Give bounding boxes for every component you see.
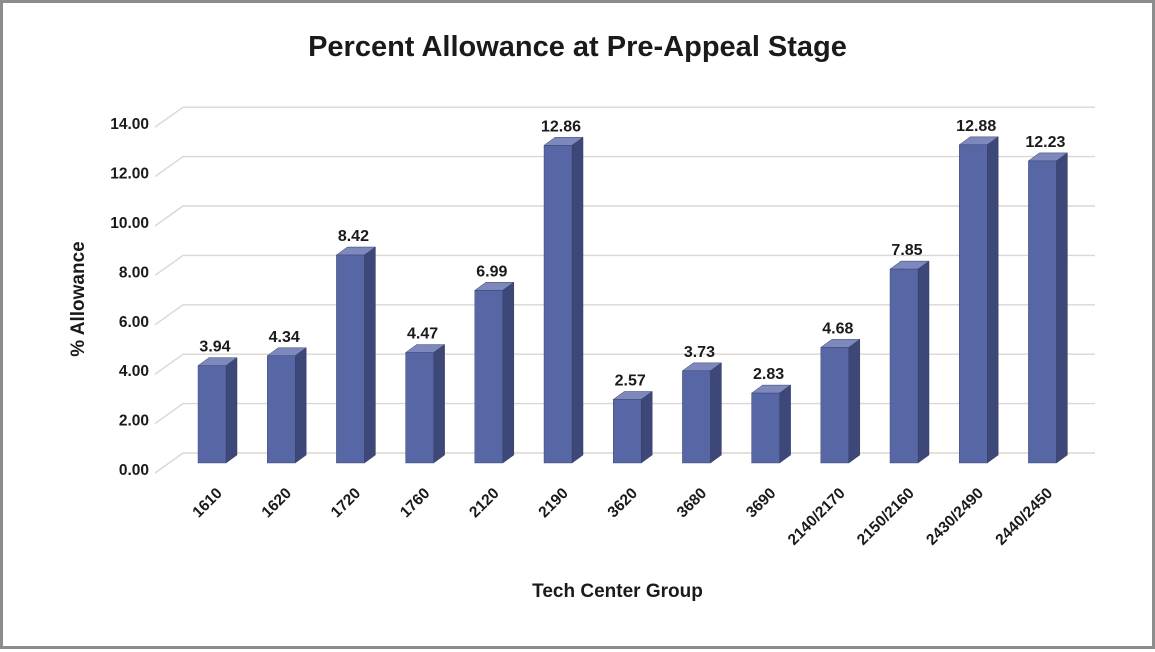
x-tick-label: 3690: [743, 485, 779, 521]
bar-front-face: [613, 399, 642, 464]
bar-side-face: [364, 246, 376, 464]
bar-side-face: [848, 338, 861, 464]
x-axis-title: Tech Center Group: [532, 581, 703, 602]
gridline: [154, 106, 1095, 128]
gridline: [154, 452, 1095, 474]
plot-area: 0.00 2.00 4.00 6.00 8.00 10.00 12.00 14.00 3.94 1…: [110, 106, 1095, 549]
x-tick-label: 2120: [466, 485, 502, 521]
bar-front-face: [197, 365, 227, 464]
bar-value-label: 12.86: [541, 118, 581, 135]
bar-value-label: 7.85: [891, 242, 922, 259]
bar-value-label: 12.88: [956, 118, 996, 135]
y-tick-label: 10.00: [110, 215, 149, 232]
bar-group: [750, 384, 792, 464]
x-tick-label: 2190: [535, 485, 571, 521]
y-tick-label: 8.00: [119, 264, 149, 281]
bar-front-face: [543, 145, 573, 464]
bar-value-label: 2.83: [753, 366, 784, 383]
bar-value-label: 8.42: [338, 228, 369, 245]
bar-side-face: [640, 391, 653, 464]
y-tick-label: 14.00: [110, 116, 149, 133]
bar-side-face: [917, 260, 930, 464]
bar-group: [266, 347, 307, 464]
bar-front-face: [405, 352, 434, 464]
bar-group: [958, 136, 999, 464]
bar-group: [543, 136, 584, 464]
y-tick-label: 12.00: [110, 166, 149, 183]
gridline: [154, 254, 1095, 276]
x-tick-label: 1720: [328, 485, 364, 521]
x-tick-label: 2150/2160: [854, 485, 918, 549]
bar-front-face: [474, 290, 503, 464]
y-tick-label: 4.00: [119, 363, 149, 380]
bar-value-label: 6.99: [476, 263, 507, 280]
bar-group: [820, 338, 861, 464]
bar-side-face: [433, 344, 445, 464]
bar-group: [197, 357, 238, 464]
bar-group: [612, 391, 653, 464]
gridline: [154, 155, 1095, 178]
bar-side-face: [1056, 152, 1068, 464]
bar-front-face: [889, 268, 919, 464]
gridline: [154, 205, 1095, 227]
bar-group: [889, 260, 930, 464]
bar-side-face: [779, 384, 791, 464]
x-tick-label: 1610: [189, 485, 225, 521]
bar-value-label: 2.57: [615, 373, 646, 390]
bar-value-label: 3.94: [199, 339, 230, 356]
bar-front-face: [820, 347, 849, 464]
x-tick-label: 3680: [674, 485, 710, 521]
bar-front-face: [959, 144, 988, 464]
bar-front-face: [336, 254, 365, 464]
x-tick-label: 2140/2170: [785, 485, 849, 549]
bar-side-face: [294, 347, 307, 464]
bar-group: [681, 362, 723, 464]
bar-group: [404, 344, 446, 464]
bar-value-label: 3.73: [684, 344, 715, 361]
gridline: [154, 304, 1095, 326]
bar-group: [1027, 152, 1069, 464]
x-tick-label: 3620: [605, 485, 641, 521]
chart-title: Percent Allowance at Pre-Appeal Stage: [308, 31, 847, 63]
bar-side-face: [502, 281, 515, 464]
bar-group: [474, 281, 515, 464]
x-tick-label: 1760: [397, 485, 433, 521]
gridline: [154, 402, 1095, 425]
bar-side-face: [225, 357, 238, 464]
y-tick-label: 2.00: [119, 413, 149, 430]
y-tick-label: 6.00: [119, 314, 149, 331]
x-tick-label: 2440/2450: [992, 485, 1056, 549]
bar-side-face: [986, 136, 999, 464]
bar-group: [335, 246, 377, 464]
bar-front-face: [751, 392, 780, 464]
bar-value-label: 12.23: [1025, 134, 1065, 151]
gridline: [154, 353, 1095, 375]
bar-side-face: [710, 362, 722, 464]
x-tick-label: 2430/2490: [923, 485, 987, 549]
bar-front-face: [1028, 160, 1057, 464]
bar-value-label: 4.34: [269, 329, 300, 346]
bar-value-label: 4.47: [407, 326, 438, 343]
x-tick-label: 1620: [259, 485, 295, 521]
bar-side-face: [571, 136, 584, 464]
bar-value-label: 4.68: [822, 320, 853, 337]
y-tick-label: 0.00: [119, 462, 149, 479]
bar-front-face: [682, 370, 711, 464]
bar-front-face: [267, 355, 296, 464]
